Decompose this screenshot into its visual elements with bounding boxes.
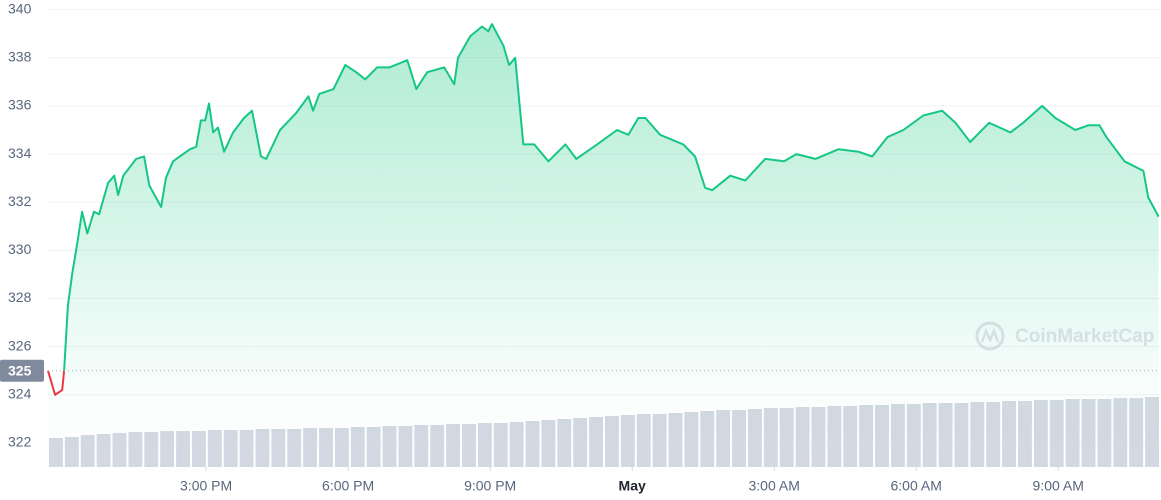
reference-label: 325 — [8, 362, 32, 378]
reference-label-box — [0, 359, 44, 382]
axes: 322 324 326 328 330 332 334 336 338 340 3:00 PM 6:0… — [0, 0, 1084, 494]
watermark-logo — [975, 321, 1005, 351]
y-tick-label: 340 — [8, 0, 32, 16]
price-line — [47, 23, 1160, 396]
plot — [47, 23, 1160, 467]
x-tick-label: May — [619, 478, 646, 494]
x-tick-label: 6:00 PM — [322, 478, 374, 494]
y-tick-label: 324 — [8, 385, 32, 401]
y-tick-label: 328 — [8, 289, 32, 305]
watermark-logo-mark — [980, 327, 1000, 344]
y-tick-label: 338 — [8, 48, 32, 64]
x-tick-label: 9:00 AM — [1033, 478, 1084, 494]
x-tick-label: 3:00 AM — [748, 478, 799, 494]
y-tick-label: 326 — [8, 337, 32, 353]
y-tick-label: 336 — [8, 97, 32, 113]
y-tick-label: 334 — [8, 145, 32, 161]
y-tick-label: 330 — [8, 241, 32, 257]
x-tick-label: 6:00 AM — [891, 478, 942, 494]
y-tick-label: 332 — [8, 193, 32, 209]
area-fill — [48, 24, 1159, 467]
x-tick-label: 9:00 PM — [464, 478, 516, 494]
watermark: CoinMarketCap — [975, 321, 1154, 351]
x-tick-label: 3:00 PM — [180, 478, 232, 494]
watermark-text: CoinMarketCap — [1015, 326, 1154, 347]
y-tick-label: 322 — [8, 434, 32, 450]
